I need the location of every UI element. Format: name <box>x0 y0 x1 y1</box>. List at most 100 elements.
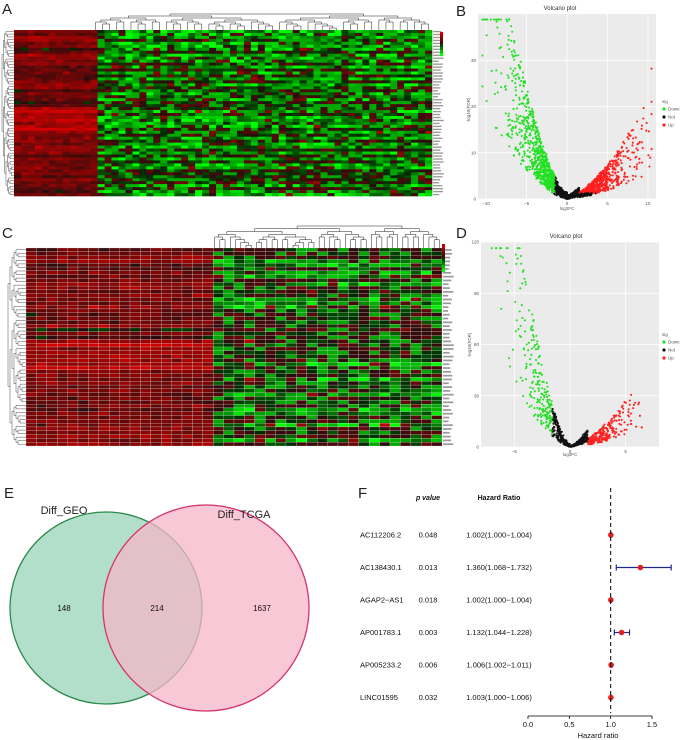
heatmap-cell <box>34 59 43 63</box>
heatmap-cell <box>425 133 433 138</box>
heatmap-cell <box>341 187 349 191</box>
heatmap-cell <box>153 71 161 75</box>
heatmap-cell <box>397 142 405 146</box>
heatmap-cell <box>216 68 224 72</box>
heatmap-cell <box>34 181 43 185</box>
heatmap-cell <box>425 50 433 55</box>
heatmap-cell <box>397 139 405 143</box>
row-label-tick <box>433 42 442 45</box>
heatmap-cell <box>202 118 210 123</box>
heatmap-cell <box>243 190 252 194</box>
heatmap-cell <box>76 136 84 140</box>
heatmap-cell <box>425 151 433 155</box>
heatmap-cell <box>174 71 182 75</box>
heatmap-cell <box>41 187 50 191</box>
heatmap-cell <box>139 148 147 152</box>
heatmap-cell <box>139 184 147 188</box>
heatmap-cell <box>404 115 412 120</box>
heatmap-cell <box>229 113 238 117</box>
volcano-point <box>527 139 530 142</box>
heatmap-cell <box>27 169 36 173</box>
heatmap-cell <box>257 110 266 114</box>
heatmap-cell <box>69 163 77 167</box>
heatmap-cell <box>306 124 314 129</box>
heatmap-cell <box>327 136 335 140</box>
heatmap-cell <box>55 56 64 60</box>
heatmap-cell <box>236 47 245 52</box>
heatmap-cell <box>216 92 224 96</box>
heatmap-cell <box>299 148 307 152</box>
heatmap-cell <box>243 104 252 108</box>
heatmap-cell <box>174 59 182 63</box>
heatmap-cell <box>320 104 328 108</box>
heatmap-cell <box>14 184 22 188</box>
heatmap-cell <box>362 68 370 72</box>
heatmap-cell <box>425 136 433 140</box>
heatmap-cell <box>397 74 405 78</box>
heatmap-cell <box>390 89 398 93</box>
heatmap-cell <box>132 107 140 111</box>
volcano-point <box>515 120 518 123</box>
heatmap-cell <box>425 139 433 143</box>
heatmap-cell <box>139 89 147 93</box>
volcano-point <box>515 54 518 57</box>
heatmap-cell <box>285 50 293 55</box>
heatmap-cell <box>236 65 245 69</box>
heatmap-cell <box>153 136 161 140</box>
heatmap-cell <box>271 30 280 34</box>
heatmap-cell <box>285 148 293 152</box>
heatmap-cell <box>243 35 252 40</box>
heatmap-cell <box>306 178 314 182</box>
heatmap-cell <box>188 104 196 108</box>
heatmap-cell <box>341 157 349 161</box>
heatmap-cell <box>146 41 154 46</box>
heatmap-cell <box>334 115 342 120</box>
heatmap-cell <box>223 59 231 63</box>
heatmap-cell <box>229 175 238 179</box>
heatmap-cell <box>76 178 84 182</box>
volcano-point <box>620 182 623 185</box>
heatmap-cell <box>425 107 433 111</box>
heatmap-cell <box>292 56 300 60</box>
heatmap-cell <box>125 56 133 60</box>
heatmap-cell <box>306 50 314 55</box>
heatmap-cell <box>216 124 224 129</box>
heatmap-cell <box>48 89 57 93</box>
heatmap-cell <box>362 113 370 117</box>
heatmap-cell <box>236 166 245 170</box>
heatmap-cell <box>160 118 168 123</box>
heatmap-cell <box>90 35 98 40</box>
heatmap-cell <box>41 193 50 197</box>
heatmap-cell <box>41 86 50 90</box>
heatmap-cell <box>313 121 321 126</box>
heatmap-cell <box>34 65 43 69</box>
heatmap-cell <box>250 30 259 34</box>
heatmap-cell <box>139 47 147 52</box>
heatmap-cell <box>271 127 280 132</box>
heatmap-cell <box>397 166 405 170</box>
heatmap-cell <box>243 148 252 152</box>
heatmap-cell <box>20 50 29 55</box>
heatmap-cell <box>118 30 126 34</box>
heatmap-cell <box>369 178 377 182</box>
heatmap-cell <box>132 193 140 197</box>
heatmap-cell <box>334 175 342 179</box>
heatmap-cell <box>306 83 314 87</box>
heatmap-cell <box>292 178 300 182</box>
heatmap-cell <box>62 110 71 114</box>
heatmap-cell <box>236 160 245 164</box>
heatmap-cell <box>202 133 210 138</box>
heatmap-cell <box>306 160 314 164</box>
heatmap-cell <box>285 157 293 161</box>
heatmap-cell <box>55 157 64 161</box>
heatmap-cell <box>139 86 147 90</box>
heatmap-cell <box>83 178 91 182</box>
heatmap-cell <box>209 101 217 105</box>
heatmap-cell <box>125 154 133 158</box>
heatmap-cell <box>174 110 182 114</box>
heatmap-cell <box>327 139 335 143</box>
volcano-point <box>519 146 522 149</box>
heatmap-cell <box>20 89 29 93</box>
heatmap-cell <box>90 139 98 143</box>
heatmap-cell <box>320 77 328 81</box>
